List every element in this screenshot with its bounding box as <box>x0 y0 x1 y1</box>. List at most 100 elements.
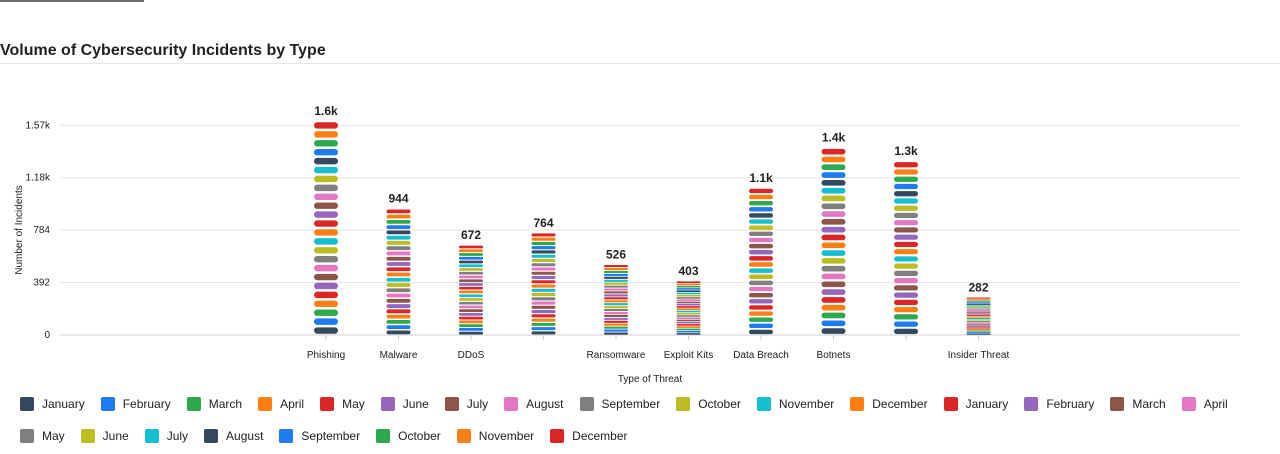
bar-segment <box>676 324 701 326</box>
legend-item[interactable]: July <box>144 426 188 446</box>
bar-segment <box>531 284 556 288</box>
bar-segment <box>314 140 338 147</box>
bar-segment <box>676 319 701 322</box>
bar-segment <box>604 317 628 320</box>
bar-segment <box>821 156 846 163</box>
bar-segment <box>821 258 846 264</box>
legend-item[interactable]: October <box>676 394 741 414</box>
bar-total-label: 1.1k <box>749 171 773 185</box>
bar-segment <box>821 148 846 155</box>
bar-segment <box>821 187 846 194</box>
legend-item[interactable]: September <box>279 426 360 446</box>
bar-segment <box>314 327 338 334</box>
bar-segment <box>894 299 918 306</box>
bar-segment <box>604 267 628 271</box>
legend-swatch <box>144 429 159 443</box>
bar-segment <box>459 328 483 331</box>
legend-item[interactable]: September <box>579 394 661 414</box>
bar-segment <box>531 331 556 335</box>
bar-segment <box>386 225 411 230</box>
bar-segment <box>459 331 483 335</box>
legend-swatch <box>756 397 771 411</box>
legend-swatch <box>320 397 335 411</box>
bar-segment <box>604 294 628 297</box>
chart-title: Volume of Cybersecurity Incidents by Typ… <box>0 42 326 59</box>
bar-segment <box>821 195 846 202</box>
bar-segment <box>604 311 628 315</box>
legend-item[interactable]: February <box>100 394 171 414</box>
legend-swatch <box>943 397 958 411</box>
legend-item[interactable]: February <box>1024 394 1094 414</box>
bar-total-label: 282 <box>968 280 988 294</box>
bar-segment <box>821 304 846 311</box>
bar-segment <box>386 314 411 319</box>
legend-item[interactable]: April <box>258 394 304 414</box>
legend-item[interactable]: June <box>80 426 129 446</box>
legend-item[interactable]: November <box>756 394 834 414</box>
bar-segment <box>459 256 483 260</box>
bar-segment <box>966 319 991 321</box>
bar-segment <box>459 275 483 279</box>
bar-segment <box>531 275 556 280</box>
bar-segment <box>386 293 411 298</box>
legend-swatch <box>504 397 519 411</box>
title-divider <box>0 63 1280 64</box>
legend-item[interactable]: January <box>20 394 85 414</box>
bar-segment <box>386 246 411 251</box>
bar-segment <box>821 219 846 225</box>
legend-item[interactable]: April <box>1181 394 1228 414</box>
legend-item[interactable]: December <box>550 426 628 446</box>
bar-segment <box>966 306 991 309</box>
x-tick-label: Malware <box>380 350 418 361</box>
bar-segment <box>749 323 773 329</box>
bar-segment <box>676 301 701 304</box>
legend-item[interactable]: December <box>850 394 928 414</box>
bar-segment <box>459 249 483 253</box>
bar-segment <box>386 304 411 308</box>
bar-segment <box>894 241 918 248</box>
legend-item[interactable]: March <box>186 394 242 414</box>
bar-segment <box>821 211 846 217</box>
legend-item[interactable]: August <box>204 426 263 446</box>
bar-segment <box>676 283 701 286</box>
bar-segment <box>821 273 846 280</box>
y-tick-label: 784 <box>33 225 50 236</box>
legend-item[interactable]: May <box>20 426 65 446</box>
legend-label: May <box>342 397 365 411</box>
bar-segment <box>749 274 773 279</box>
chart-canvas: 0 392 784 1.18k 1.57k Number of Incidents Type… <box>14 104 1240 385</box>
legend-label: January <box>965 397 1009 411</box>
bar-segment <box>821 265 846 272</box>
bar-segment <box>314 318 338 325</box>
bar-segment <box>314 202 338 209</box>
legend-item[interactable]: August <box>504 394 564 414</box>
legend-label: September <box>601 397 661 411</box>
legend-item[interactable]: January <box>943 394 1009 414</box>
bar-segment <box>386 272 411 277</box>
legend-swatch <box>80 429 95 443</box>
bar-segment <box>531 237 556 241</box>
bar-segment <box>749 200 773 206</box>
bar-segment <box>821 297 846 303</box>
bar-segment <box>604 300 628 303</box>
bar-total-label: 403 <box>678 264 698 278</box>
y-axis-title: Number of Incidents <box>14 185 25 275</box>
legend-item[interactable]: October <box>376 426 441 446</box>
legend-swatch <box>380 397 395 411</box>
bar-segment <box>821 234 846 241</box>
bar-segment <box>749 280 773 286</box>
legend-item[interactable]: March <box>1110 394 1166 414</box>
bar-segment <box>386 283 411 287</box>
bar-segment <box>821 289 846 295</box>
bar-total-label: 764 <box>533 216 553 230</box>
legend-item[interactable]: July <box>444 394 488 414</box>
bar-segment <box>459 313 483 316</box>
legend-item[interactable]: November <box>456 426 534 446</box>
legend-item[interactable]: June <box>380 394 429 414</box>
bar-segment <box>894 256 918 262</box>
bar-segment <box>314 220 338 227</box>
bar-segment <box>821 328 846 334</box>
bar-segment <box>749 262 773 267</box>
bar-segment <box>314 175 338 183</box>
legend-item[interactable]: May <box>320 394 365 414</box>
